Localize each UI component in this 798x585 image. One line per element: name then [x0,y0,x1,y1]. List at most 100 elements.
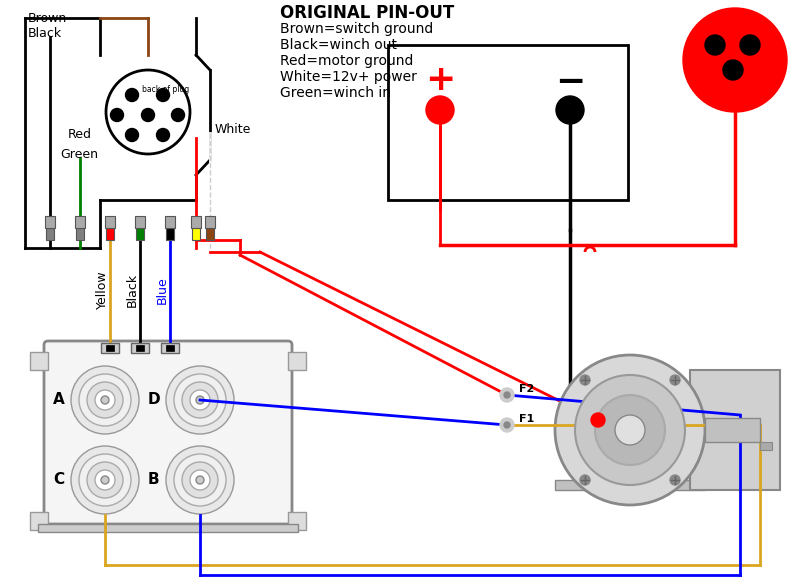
Bar [105,216,115,228]
Circle shape [79,454,131,506]
Circle shape [705,35,725,55]
Bar [192,228,200,240]
Circle shape [670,375,680,385]
Circle shape [106,70,190,154]
Circle shape [87,382,123,418]
Bar [191,216,201,228]
Bar [165,216,175,228]
Text: C: C [53,472,64,487]
Circle shape [95,390,115,410]
Circle shape [723,60,743,80]
Bar [288,512,306,530]
Text: White: White [215,123,251,136]
Bar [555,480,705,490]
Circle shape [595,395,665,465]
Circle shape [174,454,226,506]
Bar [46,228,54,240]
Text: Black: Black [125,273,139,307]
Circle shape [580,475,590,485]
Bar [161,343,179,353]
Text: −: − [555,65,585,99]
Circle shape [615,415,645,445]
Circle shape [71,366,139,434]
FancyBboxPatch shape [44,341,292,524]
Bar [131,343,149,353]
Bar [205,216,215,228]
Circle shape [555,355,705,505]
Circle shape [504,392,510,398]
Circle shape [196,396,204,404]
Text: D: D [148,392,160,407]
Text: B: B [148,472,160,487]
Circle shape [426,96,454,124]
Circle shape [174,374,226,426]
Circle shape [141,108,155,122]
Circle shape [110,108,124,122]
Circle shape [101,396,109,404]
Circle shape [156,88,169,102]
Circle shape [166,366,234,434]
Bar [136,345,144,351]
Text: Yellow: Yellow [96,271,109,309]
Bar [288,352,306,370]
Circle shape [71,446,139,514]
Text: Red: Red [68,128,92,141]
Circle shape [156,129,169,142]
Text: A: A [610,409,618,419]
Bar [75,216,85,228]
Circle shape [166,446,234,514]
Circle shape [591,413,605,427]
Circle shape [196,476,204,484]
Text: ORIGINAL PIN-OUT: ORIGINAL PIN-OUT [280,4,454,22]
Bar [101,343,119,353]
Circle shape [87,462,123,498]
Bar [206,228,214,240]
Bar [135,216,145,228]
Circle shape [740,35,760,55]
Bar [388,45,628,200]
Bar [30,352,48,370]
Text: A: A [53,392,65,407]
Circle shape [190,470,210,490]
Text: back of plug: back of plug [142,85,190,95]
Circle shape [504,422,510,428]
Bar [690,370,780,490]
Circle shape [500,418,514,432]
Bar [30,512,48,530]
Bar [76,228,84,240]
Bar [136,228,144,240]
Circle shape [95,470,115,490]
Text: Green=winch in: Green=winch in [280,86,391,100]
Bar [705,418,760,442]
Circle shape [580,375,590,385]
Bar [166,345,174,351]
Text: Brown: Brown [28,12,67,25]
Text: White=12v+ power: White=12v+ power [280,70,417,84]
Circle shape [683,8,787,112]
Text: F1: F1 [519,414,534,424]
Circle shape [79,374,131,426]
Text: Blue: Blue [156,276,168,304]
Circle shape [125,129,139,142]
Bar [38,524,298,532]
Bar [166,228,174,240]
Circle shape [101,476,109,484]
Text: Brown=switch ground: Brown=switch ground [280,22,433,36]
Circle shape [182,462,218,498]
Circle shape [575,375,685,485]
Bar [106,345,114,351]
Circle shape [172,108,184,122]
Text: Black=winch out: Black=winch out [280,38,397,52]
Circle shape [182,382,218,418]
Text: Black: Black [28,27,62,40]
Text: Red=motor ground: Red=motor ground [280,54,413,68]
Circle shape [556,96,584,124]
Bar [760,442,772,450]
Circle shape [190,390,210,410]
Text: +: + [425,63,455,97]
Circle shape [500,388,514,402]
Bar [106,228,114,240]
Text: Green: Green [60,148,98,161]
Circle shape [125,88,139,102]
Text: F2: F2 [519,384,534,394]
